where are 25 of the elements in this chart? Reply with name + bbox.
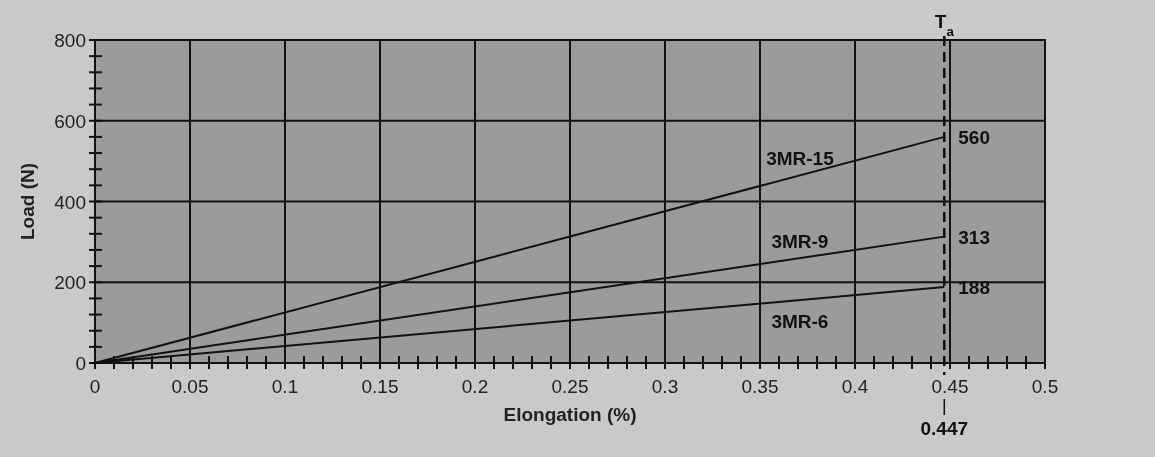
y-tick-label: 800 xyxy=(54,30,86,51)
data-label: 313 xyxy=(958,226,990,248)
annotation: 0.447 xyxy=(920,418,969,439)
y-tick-label: 600 xyxy=(54,110,86,132)
series-label: 3MR-6 xyxy=(771,311,829,332)
series-label: 3MR-15 xyxy=(766,148,835,170)
x-tick-label: 0.3 xyxy=(651,376,679,397)
x-tick-label: 0.05 xyxy=(171,376,209,397)
x-tick-label: 0.1 xyxy=(271,376,299,397)
x-tick-label: 0.2 xyxy=(461,376,489,397)
x-tick-label: 0.25 xyxy=(551,376,589,397)
ref-line-label: T$_{a}$ xyxy=(934,11,955,39)
x-tick-label: 0.45 xyxy=(931,376,969,397)
series-label: 3MR-9 xyxy=(771,231,829,253)
x-tick-label: 0.35 xyxy=(741,376,779,397)
x-tick-label: 0.4 xyxy=(841,376,869,397)
y-axis-title: Load (N) xyxy=(17,162,38,241)
x-axis-title: Elongation (%) xyxy=(503,404,637,425)
x-tick-label: 0.5 xyxy=(1031,376,1059,397)
data-label: 560 xyxy=(958,126,990,148)
x-tick-label: 0.15 xyxy=(361,376,399,397)
y-tick-label: 400 xyxy=(54,191,86,213)
x-tick-label: 0 xyxy=(89,376,101,397)
y-tick-label: 200 xyxy=(54,272,86,294)
y-tick-label: 0 xyxy=(75,353,86,374)
